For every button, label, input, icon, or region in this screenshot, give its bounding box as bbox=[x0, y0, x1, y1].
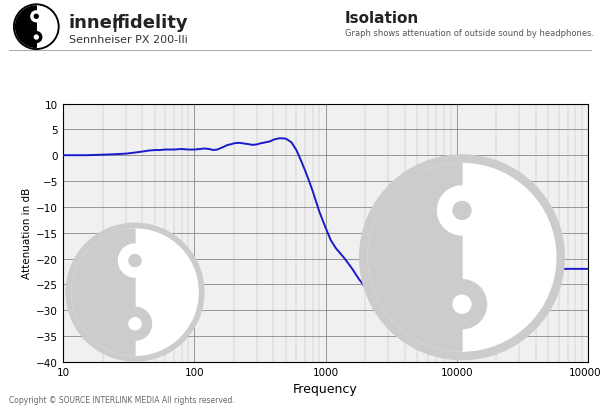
Circle shape bbox=[31, 33, 42, 43]
Circle shape bbox=[14, 5, 59, 50]
Circle shape bbox=[34, 36, 38, 40]
Text: Sennheiser PX 200-IIi: Sennheiser PX 200-IIi bbox=[69, 35, 188, 45]
Wedge shape bbox=[16, 7, 37, 48]
Circle shape bbox=[453, 202, 471, 220]
Y-axis label: Attenuation in dB: Attenuation in dB bbox=[22, 188, 32, 279]
Text: inner: inner bbox=[69, 14, 122, 32]
Circle shape bbox=[34, 15, 38, 19]
Text: Graph shows attenuation of outside sound by headphones.: Graph shows attenuation of outside sound… bbox=[345, 29, 594, 38]
Text: |: | bbox=[112, 14, 119, 32]
Circle shape bbox=[359, 155, 565, 360]
Circle shape bbox=[16, 7, 57, 48]
Circle shape bbox=[129, 255, 141, 267]
Circle shape bbox=[437, 187, 487, 235]
Circle shape bbox=[72, 229, 198, 355]
Circle shape bbox=[66, 224, 204, 361]
Circle shape bbox=[31, 12, 42, 22]
Text: Copyright © SOURCE INTERLINK MEDIA All rights reserved.: Copyright © SOURCE INTERLINK MEDIA All r… bbox=[9, 395, 235, 404]
Circle shape bbox=[437, 280, 487, 329]
Circle shape bbox=[368, 164, 556, 351]
Wedge shape bbox=[72, 229, 135, 355]
Circle shape bbox=[453, 296, 471, 313]
Circle shape bbox=[129, 318, 141, 330]
Circle shape bbox=[118, 308, 152, 340]
Text: Isolation: Isolation bbox=[345, 11, 419, 27]
Text: fidelity: fidelity bbox=[116, 14, 188, 32]
Wedge shape bbox=[368, 164, 462, 351]
Circle shape bbox=[118, 245, 152, 277]
X-axis label: Frequency: Frequency bbox=[293, 382, 358, 396]
